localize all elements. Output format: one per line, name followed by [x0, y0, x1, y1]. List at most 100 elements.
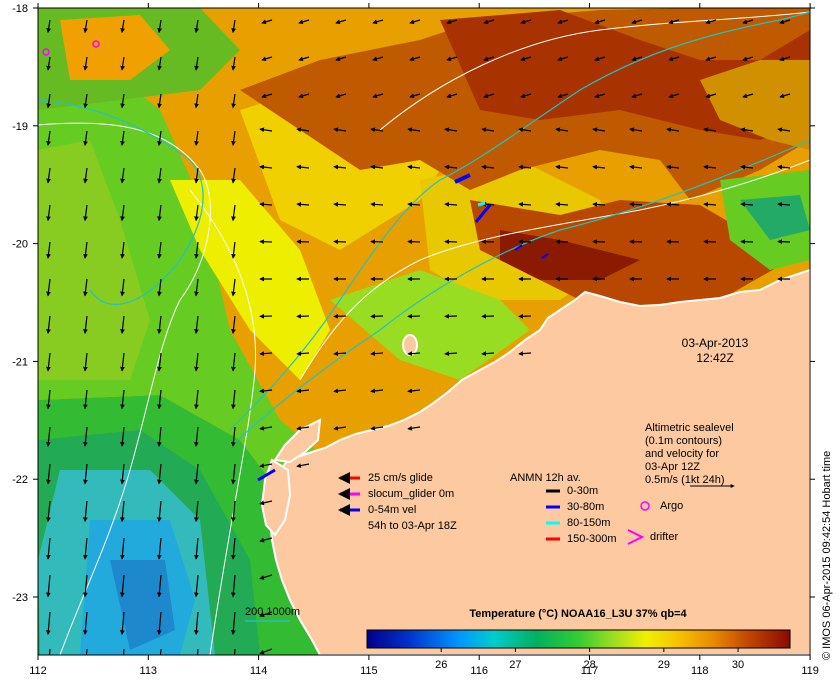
velocity-arrow	[46, 167, 51, 184]
velocity-arrow	[518, 127, 532, 133]
velocity-arrow	[481, 164, 495, 170]
velocity-arrow	[372, 93, 384, 99]
svg-text:Temperature (°C) NOAA16_L3U 37: Temperature (°C) NOAA16_L3U 37% qb=4	[469, 608, 687, 620]
velocity-arrow	[83, 463, 88, 485]
velocity-arrow	[119, 537, 125, 560]
velocity-arrow	[120, 93, 125, 109]
velocity-arrow	[629, 127, 643, 133]
velocity-arrow	[742, 93, 754, 99]
velocity-arrow	[372, 19, 384, 25]
velocity-arrow	[481, 351, 495, 357]
velocity-arrow	[409, 19, 421, 25]
velocity-arrow	[231, 241, 236, 259]
velocity-arrow	[85, 648, 88, 655]
velocity-arrow	[666, 164, 680, 170]
velocity-arrow	[518, 201, 532, 207]
altimetry-legend: Altimetric sealevel (0.1m contours) and …	[645, 422, 735, 488]
velocity-arrow	[194, 463, 199, 485]
velocity-arrow	[122, 648, 125, 655]
velocity-arrow	[48, 648, 51, 655]
velocity-arrow	[370, 164, 384, 170]
velocity-arrow	[740, 201, 754, 207]
velocity-arrow	[259, 574, 273, 580]
svg-text:03-Apr 12Z: 03-Apr 12Z	[645, 461, 700, 473]
velocity-arrow	[120, 315, 125, 335]
lon-tick-label: 115	[360, 665, 378, 677]
velocity-arrow	[82, 574, 88, 598]
argo-legend-icon	[640, 501, 650, 511]
svg-text:0-54m vel: 0-54m vel	[368, 504, 416, 516]
velocity-arrow	[120, 389, 125, 410]
velocity-arrow	[45, 611, 51, 635]
velocity-arrow	[703, 164, 717, 170]
velocity-arrow	[444, 164, 458, 170]
velocity-arrow	[629, 164, 643, 170]
velocity-arrow	[520, 56, 532, 62]
velocity-arrow	[555, 201, 569, 207]
velocity-arrow	[592, 164, 606, 170]
velocity-arrow	[120, 463, 125, 485]
velocity-arrow	[46, 241, 51, 259]
velocity-arrow	[46, 56, 51, 71]
velocity-arrow	[120, 426, 125, 447]
velocity-arrow	[333, 164, 347, 170]
velocity-arrow	[194, 204, 199, 222]
velocity-arrow	[193, 537, 199, 560]
velocity-arrow	[298, 93, 310, 99]
velocity-arrow	[483, 56, 495, 62]
lon-tick-label: 116	[470, 665, 488, 677]
velocity-arrow	[157, 389, 162, 410]
velocity-arrow	[520, 19, 532, 25]
velocity-arrow	[230, 537, 236, 560]
velocity-arrow	[157, 500, 162, 523]
lon-tick-label: 118	[691, 665, 709, 677]
velocity-arrow	[193, 574, 199, 598]
velocity-arrow	[407, 425, 421, 431]
lon-tick-label: 114	[250, 665, 268, 677]
velocity-arrow	[668, 56, 680, 62]
lon-tick-label: 112	[29, 665, 47, 677]
velocity-arrow	[259, 537, 273, 543]
velocity-arrow	[261, 19, 273, 25]
velocity-arrow	[296, 425, 310, 431]
velocity-arrow	[594, 56, 606, 62]
velocity-arrow	[483, 19, 495, 25]
lat-tick-label: -19	[12, 121, 28, 133]
svg-text:Argo: Argo	[660, 500, 683, 512]
velocity-arrow	[157, 56, 162, 71]
velocity-arrow	[370, 351, 384, 357]
velocity-arrow	[777, 164, 791, 170]
temperature-colorbar: Temperature (°C) NOAA16_L3U 37% qb=4 26 2…	[366, 608, 791, 671]
velocity-arrow	[231, 19, 237, 34]
velocity-arrow	[668, 19, 680, 25]
velocity-arrow	[631, 19, 643, 25]
velocity-arrow	[157, 19, 163, 34]
velocity-arrow	[259, 500, 273, 506]
velocity-arrow	[779, 19, 791, 25]
velocity-arrow	[259, 463, 273, 468]
velocity-arrow	[335, 19, 347, 25]
velocity-arrow	[446, 19, 458, 25]
velocity-arrow	[444, 201, 458, 207]
velocity-arrow	[370, 388, 384, 394]
velocity-arrow	[407, 351, 421, 357]
velocity-arrow	[481, 127, 495, 133]
velocity-arrow	[231, 56, 236, 71]
velocity-arrow	[520, 93, 532, 99]
velocity-arrow	[230, 574, 236, 598]
velocity-arrow	[777, 201, 791, 207]
velocity-arrow	[83, 278, 88, 297]
svg-text:0.5m/s (1kt 24h): 0.5m/s (1kt 24h)	[645, 474, 724, 486]
velocity-arrow	[120, 167, 125, 184]
velocity-arrow	[120, 352, 125, 372]
velocity-arrow	[159, 648, 162, 655]
velocity-arrow	[592, 201, 606, 207]
velocity-arrow	[83, 93, 88, 109]
velocity-arrow	[119, 574, 125, 598]
credit-text: © IMOS 06-Apr-2015 09:42:54 Hobart time	[821, 451, 833, 660]
velocity-arrow	[194, 19, 200, 34]
velocity-arrow	[335, 93, 347, 99]
velocity-arrow	[333, 201, 347, 207]
velocity-arrow	[407, 164, 421, 170]
colorbar-tick-label: 26	[435, 659, 447, 671]
